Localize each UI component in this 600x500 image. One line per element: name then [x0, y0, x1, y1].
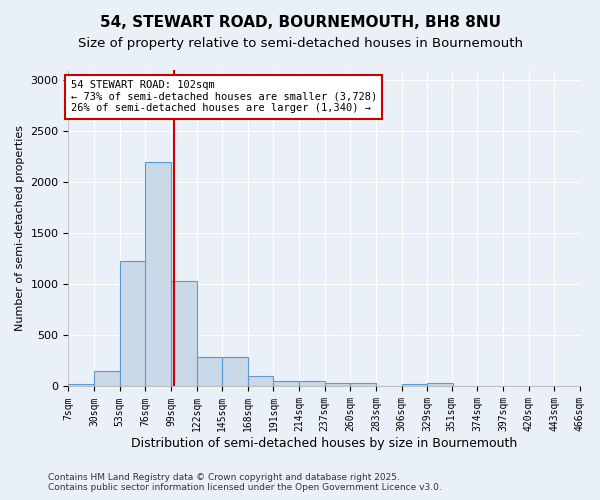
X-axis label: Distribution of semi-detached houses by size in Bournemouth: Distribution of semi-detached houses by … — [131, 437, 517, 450]
Bar — [248, 376, 274, 386]
Text: 54, STEWART ROAD, BOURNEMOUTH, BH8 8NU: 54, STEWART ROAD, BOURNEMOUTH, BH8 8NU — [100, 15, 500, 30]
Bar — [325, 384, 350, 386]
Bar — [222, 357, 248, 386]
Bar — [68, 384, 94, 386]
Text: 54 STEWART ROAD: 102sqm
← 73% of semi-detached houses are smaller (3,728)
26% of: 54 STEWART ROAD: 102sqm ← 73% of semi-de… — [71, 80, 377, 114]
Bar — [94, 371, 119, 386]
Bar — [401, 384, 427, 386]
Bar — [350, 384, 376, 386]
Bar — [171, 282, 197, 387]
Bar — [145, 162, 171, 386]
Bar — [427, 384, 453, 386]
Y-axis label: Number of semi-detached properties: Number of semi-detached properties — [15, 125, 25, 331]
Text: Contains HM Land Registry data © Crown copyright and database right 2025.
Contai: Contains HM Land Registry data © Crown c… — [48, 473, 442, 492]
Bar — [274, 381, 299, 386]
Bar — [119, 261, 145, 386]
Text: Size of property relative to semi-detached houses in Bournemouth: Size of property relative to semi-detach… — [77, 38, 523, 51]
Bar — [197, 357, 222, 386]
Bar — [299, 381, 325, 386]
